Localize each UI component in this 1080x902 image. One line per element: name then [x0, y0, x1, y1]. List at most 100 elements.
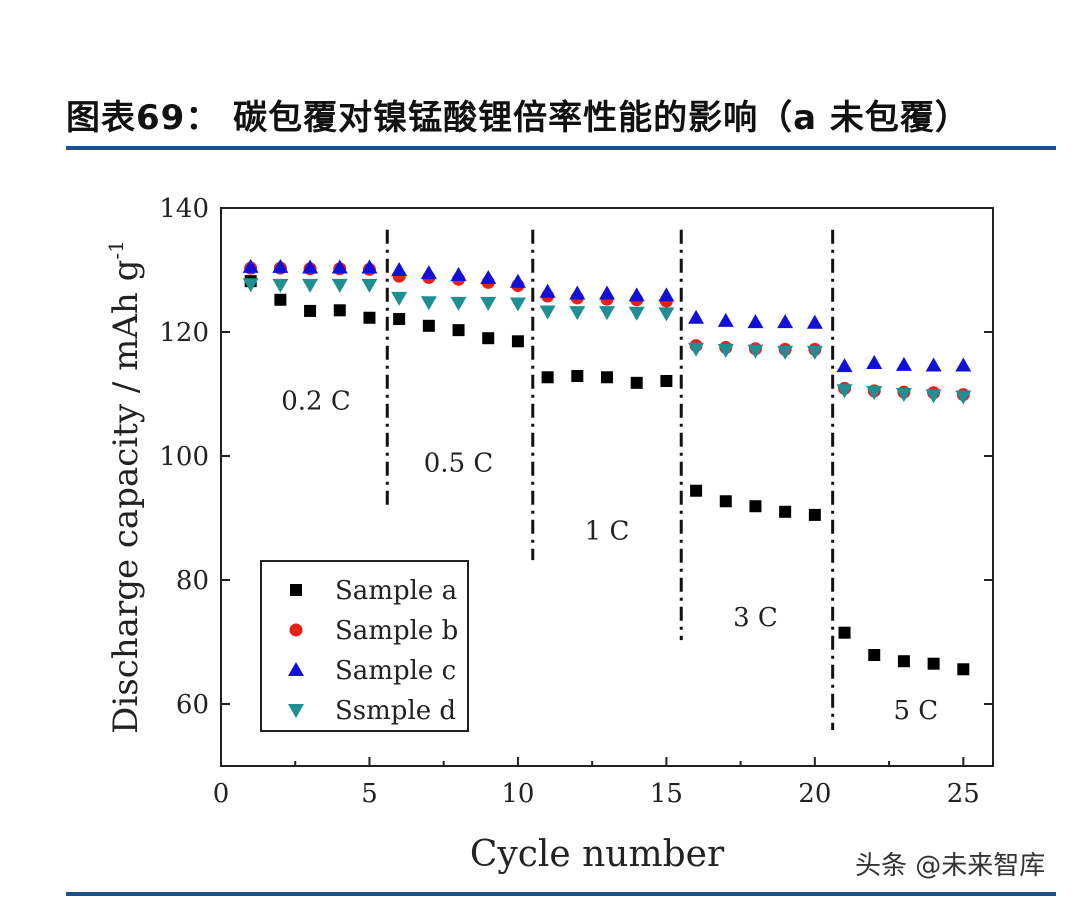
legend-marker [288, 662, 304, 676]
data-point-sample-a [779, 505, 792, 518]
data-point-sample-a [274, 293, 287, 306]
y-tick-label: 60 [176, 690, 209, 720]
data-point-ssmple-d [302, 278, 319, 293]
data-point-sample-a [630, 376, 643, 389]
data-point-sample-a [808, 508, 821, 521]
data-point-sample-c [777, 314, 794, 329]
data-point-sample-a [690, 484, 703, 497]
bottom-rule [66, 892, 1056, 896]
data-point-ssmple-d [391, 291, 408, 306]
data-point-ssmple-d [450, 296, 467, 311]
data-point-ssmple-d [658, 307, 675, 322]
data-point-ssmple-d [895, 388, 912, 402]
data-point-sample-a [601, 371, 613, 384]
data-point-ssmple-d [331, 278, 348, 293]
data-point-sample-a [868, 649, 881, 662]
data-point-sample-c [509, 273, 526, 288]
data-point-sample-a [541, 371, 554, 384]
data-point-sample-a [897, 655, 910, 668]
data-point-sample-c [747, 314, 764, 329]
data-point-ssmple-d [866, 386, 883, 401]
watermark: 头条 @未来智库 [855, 851, 1046, 881]
data-point-sample-a [333, 304, 346, 317]
data-point-sample-c [391, 262, 408, 276]
rate-label: 0.5 C [424, 449, 494, 479]
rate-label: 0.2 C [281, 387, 351, 417]
data-point-ssmple-d [688, 342, 705, 357]
data-point-ssmple-d [806, 345, 823, 360]
data-point-sample-a [511, 335, 524, 348]
y-axis-label-superscript: -1 [104, 240, 128, 259]
data-point-sample-c [717, 312, 734, 327]
data-point-sample-c [331, 259, 348, 274]
x-axis-label: Cycle number [470, 834, 725, 875]
data-point-ssmple-d [480, 296, 497, 311]
data-point-ssmple-d [272, 278, 289, 293]
data-point-sample-c [925, 357, 942, 372]
data-point-ssmple-d [747, 344, 764, 359]
data-point-sample-c [420, 265, 437, 280]
y-axis-label: Discharge capacity / mAh g-1 [104, 240, 146, 734]
data-point-sample-c [658, 287, 675, 302]
legend-marker [290, 584, 302, 596]
data-point-sample-c [480, 270, 497, 285]
x-tick-label: 5 [361, 779, 378, 809]
data-point-sample-c [628, 287, 645, 302]
x-tick-label: 25 [947, 779, 980, 809]
legend-label: Sample c [335, 656, 456, 686]
rate-label: 5 C [893, 696, 938, 726]
data-point-sample-c [955, 357, 972, 372]
data-point-sample-a [452, 324, 465, 337]
data-point-sample-c [361, 259, 378, 274]
data-point-ssmple-d [599, 306, 615, 321]
data-point-sample-c [302, 259, 319, 274]
data-point-sample-c [895, 356, 912, 371]
data-point-sample-a [422, 319, 435, 332]
data-point-ssmple-d [925, 389, 942, 404]
data-point-ssmple-d [509, 297, 526, 312]
y-tick-label: 120 [159, 318, 209, 348]
y-tick-label: 140 [159, 194, 209, 224]
data-point-sample-a [393, 312, 406, 325]
x-tick-label: 15 [650, 779, 683, 809]
data-point-sample-c [866, 355, 883, 369]
data-point-sample-c [806, 314, 823, 329]
x-tick-label: 10 [501, 779, 534, 809]
legend-marker [289, 623, 303, 637]
data-point-sample-a [660, 374, 673, 387]
data-point-ssmple-d [361, 278, 378, 293]
data-point-sample-c [836, 358, 853, 373]
data-point-ssmple-d [717, 343, 734, 358]
data-point-sample-c [569, 285, 586, 300]
data-point-ssmple-d [420, 296, 437, 311]
data-point-sample-c [450, 266, 467, 281]
data-point-sample-a [957, 663, 970, 676]
data-point-ssmple-d [569, 306, 586, 321]
legend-label: Sample a [335, 576, 457, 606]
figure-title: 图表69： 碳包覆对镍锰酸锂倍率性能的影响（a 未包覆） [66, 98, 970, 138]
data-point-sample-c [539, 283, 556, 298]
legend-label: Ssmple d [335, 696, 456, 726]
x-tick-label: 0 [213, 779, 230, 809]
data-point-sample-a [363, 311, 376, 324]
data-point-ssmple-d [955, 390, 972, 405]
data-point-ssmple-d [628, 306, 645, 321]
data-point-sample-a [482, 332, 495, 345]
rate-label: 3 C [733, 603, 778, 633]
data-point-sample-c [242, 258, 259, 273]
top-rule [66, 146, 1056, 150]
data-point-sample-a [304, 304, 317, 317]
y-tick-label: 80 [176, 566, 209, 596]
y-tick-label: 100 [159, 442, 209, 472]
data-point-ssmple-d [836, 384, 853, 399]
plot-frame [220, 207, 994, 767]
data-point-sample-a [838, 626, 851, 639]
data-point-sample-c [272, 258, 289, 273]
data-point-ssmple-d [242, 278, 259, 293]
data-point-sample-c [688, 309, 705, 324]
legend-label: Sample b [335, 616, 458, 646]
data-point-sample-a [749, 500, 762, 513]
data-point-sample-c [599, 285, 615, 300]
x-tick-label: 20 [798, 779, 831, 809]
